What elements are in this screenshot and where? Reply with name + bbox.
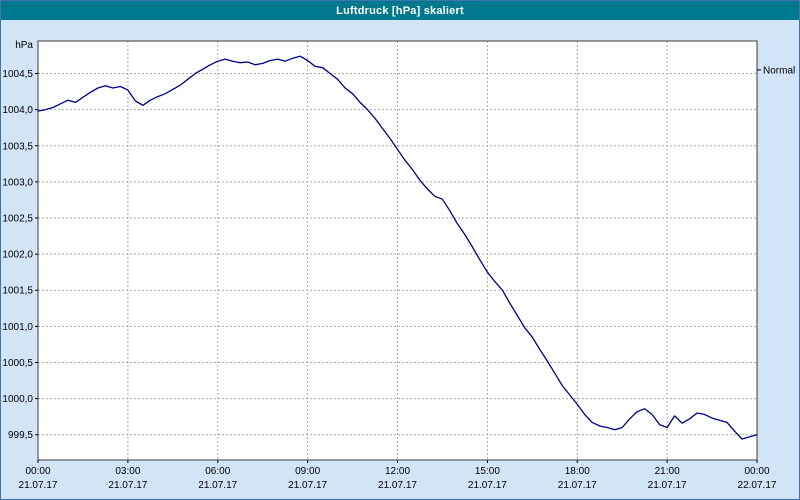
x-tick-date: 21.07.17 — [558, 480, 597, 491]
pressure-series-line — [37, 55, 758, 440]
x-tick-date: 22.07.17 — [738, 480, 777, 491]
y-tick-label: 1000,5 — [2, 358, 33, 369]
y-unit-label: hPa — [15, 40, 33, 51]
y-tick-label: 1002,0 — [2, 250, 33, 261]
x-tick-time: 18:00 — [565, 466, 590, 477]
x-tick-date: 21.07.17 — [198, 480, 237, 491]
y-tick-label: 1001,0 — [2, 322, 33, 333]
y-tick-label: 1000,0 — [2, 394, 33, 405]
window-title: Luftdruck [hPa] skaliert — [336, 4, 464, 17]
x-tick-time: 15:00 — [475, 466, 500, 477]
x-tick-date: 21.07.17 — [648, 480, 687, 491]
x-tick-date: 21.07.17 — [288, 480, 327, 491]
y-tick-label: 1002,5 — [2, 213, 33, 224]
y-tick-label: 1004,0 — [2, 105, 33, 116]
y-tick-label: 1004,5 — [2, 69, 33, 80]
y-tick-label: 1003,5 — [2, 141, 33, 152]
x-tick-date: 21.07.17 — [19, 480, 58, 491]
normal-label: Normal — [763, 65, 795, 76]
pressure-chart: 1004,5 1004,0 1003,5 1003,0 1002,5 1002,0 1001… — [2, 40, 795, 491]
x-tick-time: 09:00 — [295, 466, 320, 477]
y-tick-label: 1001,5 — [2, 286, 33, 297]
y-tick-label: 999,5 — [8, 430, 33, 441]
x-tick-time: 21:00 — [655, 466, 680, 477]
x-tick-date: 21.07.17 — [108, 480, 147, 491]
x-tick-date: 21.07.17 — [378, 480, 417, 491]
x-tick-time: 12:00 — [385, 466, 410, 477]
x-tick-date: 21.07.17 — [468, 480, 507, 491]
x-tick-time: 06:00 — [205, 466, 230, 477]
x-tick-time: 00:00 — [744, 466, 769, 477]
title-bar: Luftdruck [hPa] skaliert — [1, 1, 799, 20]
x-tick-time: 03:00 — [115, 466, 140, 477]
x-tick-time: 00:00 — [25, 466, 50, 477]
y-tick-label: 1003,0 — [2, 177, 33, 188]
